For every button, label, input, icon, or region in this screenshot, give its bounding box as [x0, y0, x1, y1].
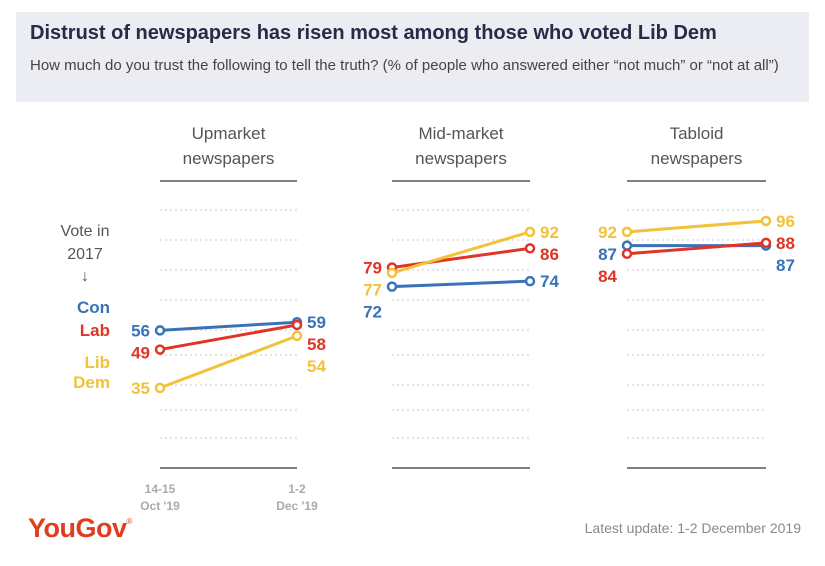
panel-1-value-lab-start: 49 [131, 343, 150, 362]
panel-1-point-con-start [154, 325, 166, 336]
panel-1-point-lab-end [291, 319, 303, 331]
panel-2-value-lab-end: 86 [540, 245, 559, 264]
panel-3-value-con-start: 87 [598, 245, 617, 264]
panel-1-title-line2: newspapers [183, 149, 275, 168]
panel-2-value-con-end: 74 [540, 272, 559, 291]
series-name-libdem-line2: Dem [73, 373, 110, 392]
yougov-logo: YouGov® [28, 513, 132, 544]
chart-subtitle: How much do you trust the following to t… [30, 57, 779, 74]
logo-registered-mark: ® [126, 517, 133, 526]
panel-2-value-lab-start: 79 [363, 258, 382, 277]
panel-1-value-con-end: 59 [307, 313, 326, 332]
panel-2-point-libdem-end [524, 226, 536, 238]
panel-3-line-libdem [625, 219, 768, 234]
x-tick-1-line1: 14-15 [145, 482, 176, 496]
chart-title: Distrust of newspapers has risen most am… [30, 22, 717, 44]
panel-3-title-line1: Tabloid [670, 124, 724, 143]
panel-3-value-libdem-start: 92 [598, 223, 617, 242]
panel-2-value-libdem-end: 92 [540, 223, 559, 242]
x-tick-2-line1: 1-2 [288, 482, 306, 496]
panel-2-point-libdem-start [386, 267, 398, 279]
panel-3-point-lab-start [621, 248, 633, 260]
series-name-libdem-line1: Lib [85, 353, 111, 372]
panel-1-value-con-start: 56 [131, 321, 150, 340]
panel-2-value-con-start: 72 [363, 302, 382, 321]
panel-3-line-lab [625, 241, 768, 256]
panel-1-value-libdem-start: 35 [131, 379, 150, 398]
panel-2-point-lab-end [524, 243, 536, 254]
panel-3-title-line2: newspapers [651, 149, 743, 168]
x-tick-2-line2: Dec '19 [276, 499, 318, 513]
vote-label-line2: 2017 [67, 246, 103, 263]
panel-3-value-libdem-end: 96 [776, 212, 795, 231]
panel-2-line-con [390, 279, 532, 289]
header-banner: Distrust of newspapers has risen most am… [16, 12, 809, 102]
panel-2-title-line2: newspapers [415, 149, 507, 168]
vote-arrow-icon: ↓ [81, 268, 89, 285]
panel-2-point-con-end [524, 275, 536, 287]
panel-3-value-con-end: 87 [776, 256, 795, 275]
series-name-lab: Lab [80, 321, 110, 340]
panel-2-title-line1: Mid-market [418, 124, 503, 143]
panel-1-point-libdem-end [291, 330, 303, 342]
panel-3-point-libdem-start [621, 226, 633, 238]
x-tick-1-line2: Oct '19 [140, 499, 180, 513]
panel-1-value-libdem-end: 54 [307, 357, 326, 376]
panel-1-title-line1: Upmarket [192, 124, 266, 143]
panel-2-point-con-start [386, 281, 398, 292]
panel-1-point-libdem-start [154, 382, 166, 394]
panel-3-point-lab-end [760, 237, 772, 249]
panel-1-line-lab [158, 323, 299, 352]
vote-label-line1: Vote in [61, 223, 110, 240]
panel-2-value-libdem-start: 77 [363, 280, 382, 299]
update-note: Latest update: 1-2 December 2019 [584, 520, 801, 536]
panel-1-value-lab-end: 58 [307, 335, 326, 354]
series-name-con: Con [77, 298, 110, 317]
panel-1-line-con [158, 320, 299, 332]
panel-3-point-con-start [621, 240, 633, 251]
panel-1-point-lab-start [154, 344, 166, 355]
logo-text: YouGov [28, 513, 127, 543]
panel-3-value-lab-end: 88 [776, 234, 795, 253]
panel-3-value-lab-start: 84 [598, 267, 617, 286]
panel-3-point-libdem-end [760, 215, 772, 227]
panel-1-line-libdem [158, 334, 299, 390]
panel-2-line-libdem [390, 230, 532, 275]
panel-2-line-lab [390, 246, 532, 269]
